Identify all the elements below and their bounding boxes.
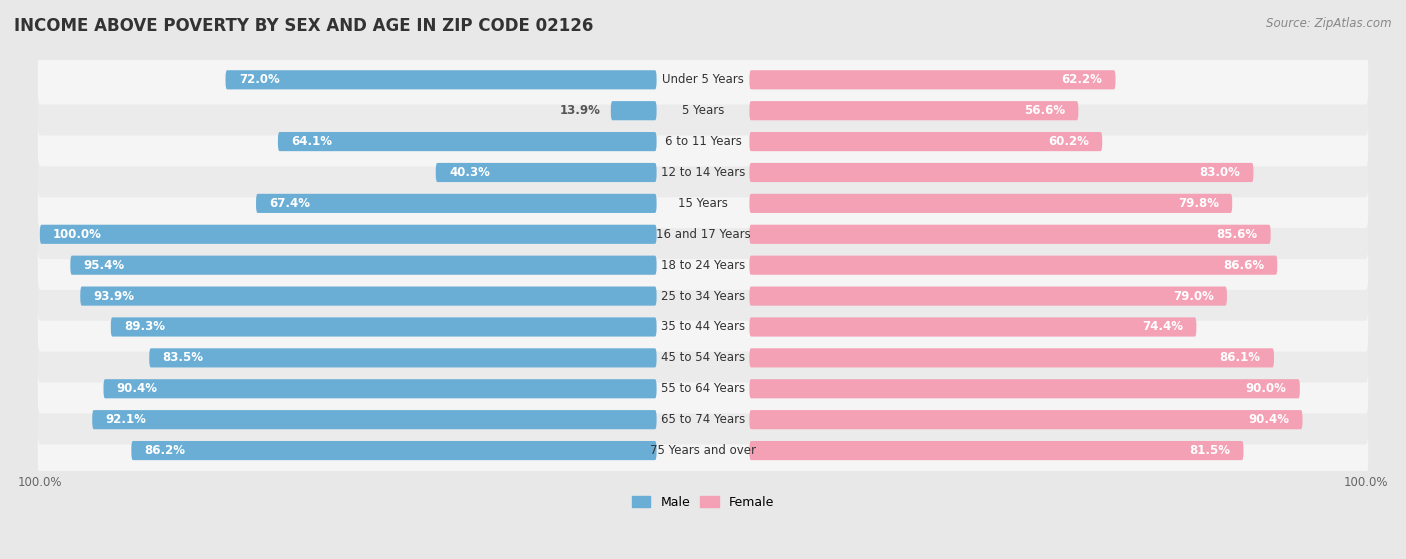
Text: 86.2%: 86.2% xyxy=(145,444,186,457)
FancyBboxPatch shape xyxy=(749,287,1227,306)
FancyBboxPatch shape xyxy=(131,441,657,460)
Text: 90.4%: 90.4% xyxy=(1249,413,1289,426)
Text: 64.1%: 64.1% xyxy=(291,135,332,148)
Text: 35 to 44 Years: 35 to 44 Years xyxy=(661,320,745,334)
FancyBboxPatch shape xyxy=(749,70,1115,89)
FancyBboxPatch shape xyxy=(149,348,657,367)
Text: 81.5%: 81.5% xyxy=(1189,444,1230,457)
FancyBboxPatch shape xyxy=(38,395,1368,444)
FancyBboxPatch shape xyxy=(749,194,1232,213)
FancyBboxPatch shape xyxy=(749,379,1301,399)
FancyBboxPatch shape xyxy=(256,194,657,213)
Text: 86.1%: 86.1% xyxy=(1220,352,1261,364)
FancyBboxPatch shape xyxy=(38,179,1368,228)
FancyBboxPatch shape xyxy=(749,410,1302,429)
Text: 92.1%: 92.1% xyxy=(105,413,146,426)
Text: 40.3%: 40.3% xyxy=(449,166,489,179)
FancyBboxPatch shape xyxy=(111,318,657,337)
FancyBboxPatch shape xyxy=(749,132,1102,151)
Text: 75 Years and over: 75 Years and over xyxy=(650,444,756,457)
Text: 86.6%: 86.6% xyxy=(1223,259,1264,272)
FancyBboxPatch shape xyxy=(749,441,1243,460)
Text: 18 to 24 Years: 18 to 24 Years xyxy=(661,259,745,272)
FancyBboxPatch shape xyxy=(38,210,1368,259)
Text: 16 and 17 Years: 16 and 17 Years xyxy=(655,228,751,241)
FancyBboxPatch shape xyxy=(38,148,1368,197)
FancyBboxPatch shape xyxy=(749,255,1277,275)
Text: 74.4%: 74.4% xyxy=(1142,320,1182,334)
Text: INCOME ABOVE POVERTY BY SEX AND AGE IN ZIP CODE 02126: INCOME ABOVE POVERTY BY SEX AND AGE IN Z… xyxy=(14,17,593,35)
FancyBboxPatch shape xyxy=(38,86,1368,135)
FancyBboxPatch shape xyxy=(38,426,1368,475)
Text: 12 to 14 Years: 12 to 14 Years xyxy=(661,166,745,179)
Text: 93.9%: 93.9% xyxy=(94,290,135,302)
Text: Source: ZipAtlas.com: Source: ZipAtlas.com xyxy=(1267,17,1392,30)
FancyBboxPatch shape xyxy=(38,240,1368,290)
Text: 5 Years: 5 Years xyxy=(682,104,724,117)
FancyBboxPatch shape xyxy=(749,225,1271,244)
Text: 95.4%: 95.4% xyxy=(83,259,125,272)
FancyBboxPatch shape xyxy=(610,101,657,120)
FancyBboxPatch shape xyxy=(39,225,657,244)
FancyBboxPatch shape xyxy=(436,163,657,182)
Text: 55 to 64 Years: 55 to 64 Years xyxy=(661,382,745,395)
Text: 15 Years: 15 Years xyxy=(678,197,728,210)
Text: 85.6%: 85.6% xyxy=(1216,228,1257,241)
Text: 100.0%: 100.0% xyxy=(53,228,103,241)
Text: 83.5%: 83.5% xyxy=(163,352,204,364)
Legend: Male, Female: Male, Female xyxy=(627,491,779,514)
Text: 90.4%: 90.4% xyxy=(117,382,157,395)
Text: 62.2%: 62.2% xyxy=(1062,73,1102,86)
FancyBboxPatch shape xyxy=(104,379,657,399)
Text: 45 to 54 Years: 45 to 54 Years xyxy=(661,352,745,364)
FancyBboxPatch shape xyxy=(38,302,1368,352)
FancyBboxPatch shape xyxy=(749,318,1197,337)
Text: 25 to 34 Years: 25 to 34 Years xyxy=(661,290,745,302)
FancyBboxPatch shape xyxy=(38,364,1368,414)
Text: 6 to 11 Years: 6 to 11 Years xyxy=(665,135,741,148)
FancyBboxPatch shape xyxy=(749,163,1253,182)
Text: 79.8%: 79.8% xyxy=(1178,197,1219,210)
Text: Under 5 Years: Under 5 Years xyxy=(662,73,744,86)
FancyBboxPatch shape xyxy=(278,132,657,151)
FancyBboxPatch shape xyxy=(38,333,1368,382)
Text: 72.0%: 72.0% xyxy=(239,73,280,86)
Text: 90.0%: 90.0% xyxy=(1246,382,1286,395)
FancyBboxPatch shape xyxy=(225,70,657,89)
Text: 60.2%: 60.2% xyxy=(1047,135,1090,148)
Text: 65 to 74 Years: 65 to 74 Years xyxy=(661,413,745,426)
Text: 67.4%: 67.4% xyxy=(270,197,311,210)
FancyBboxPatch shape xyxy=(38,117,1368,167)
Text: 89.3%: 89.3% xyxy=(124,320,165,334)
Text: 79.0%: 79.0% xyxy=(1173,290,1213,302)
FancyBboxPatch shape xyxy=(38,55,1368,105)
Text: 56.6%: 56.6% xyxy=(1024,104,1066,117)
Text: 13.9%: 13.9% xyxy=(560,104,600,117)
FancyBboxPatch shape xyxy=(749,348,1274,367)
FancyBboxPatch shape xyxy=(38,271,1368,321)
FancyBboxPatch shape xyxy=(749,101,1078,120)
FancyBboxPatch shape xyxy=(80,287,657,306)
FancyBboxPatch shape xyxy=(93,410,657,429)
FancyBboxPatch shape xyxy=(70,255,657,275)
Text: 83.0%: 83.0% xyxy=(1199,166,1240,179)
